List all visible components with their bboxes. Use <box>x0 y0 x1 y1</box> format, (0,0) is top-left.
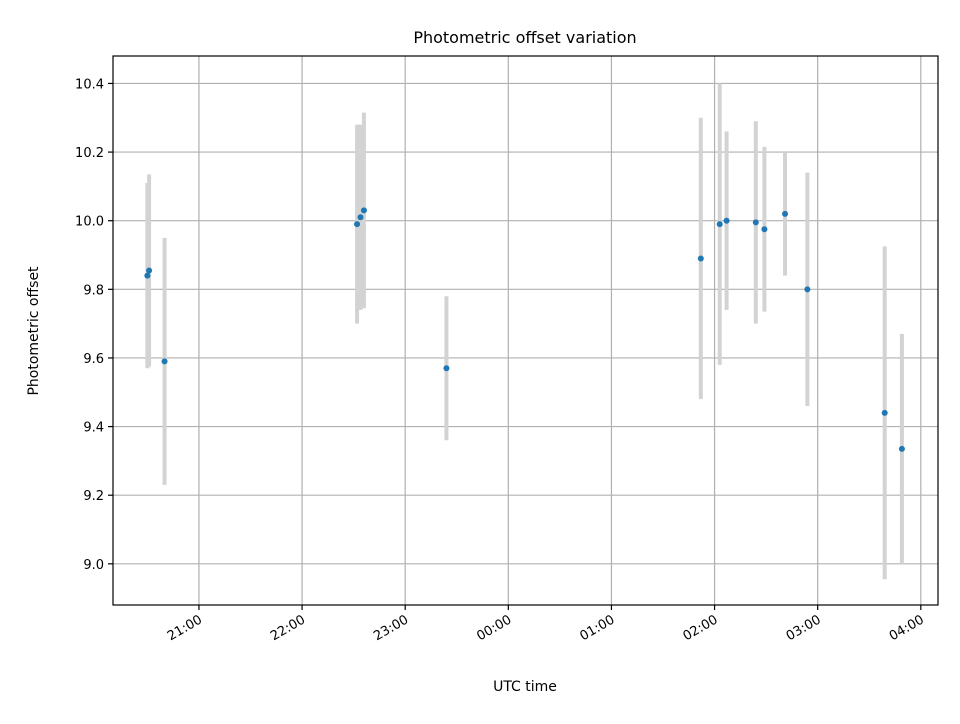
y-tick-label: 10.0 <box>75 215 104 230</box>
data-point <box>443 365 450 372</box>
chart-title: Photometric offset variation <box>413 28 636 47</box>
data-point <box>354 221 361 228</box>
y-tick-label: 10.4 <box>75 77 104 92</box>
x-tick-label: 21:00 <box>165 612 205 644</box>
plot-frame <box>112 55 939 606</box>
data-point <box>144 272 151 279</box>
point-layer <box>144 207 905 452</box>
data-point <box>146 267 153 274</box>
data-point <box>716 221 723 228</box>
y-tick-label: 9.8 <box>83 283 104 298</box>
x-tick-label: 02:00 <box>681 612 721 644</box>
data-point <box>782 210 789 217</box>
errorbar-layer <box>145 83 904 580</box>
x-tick-label: 22:00 <box>268 612 308 644</box>
x-tick-label: 03:00 <box>784 612 824 644</box>
x-tick-label: 00:00 <box>474 612 514 644</box>
x-tick-label: 04:00 <box>887 612 927 644</box>
x-tick-label: 23:00 <box>371 612 411 644</box>
y-axis-label: Photometric offset <box>26 266 42 396</box>
data-point <box>357 214 364 221</box>
data-point <box>898 445 905 452</box>
y-tick-label: 9.6 <box>83 352 104 367</box>
data-point <box>360 207 367 214</box>
y-tick-label: 9.2 <box>83 489 104 504</box>
data-point <box>752 219 759 226</box>
data-point <box>723 217 730 224</box>
x-axis-label: UTC time <box>493 679 557 695</box>
data-point <box>881 409 888 416</box>
data-point <box>761 226 768 233</box>
y-tick-label: 9.0 <box>83 558 104 573</box>
y-tick-label: 10.2 <box>75 146 104 161</box>
data-point <box>161 358 168 365</box>
x-tick-label: 01:00 <box>577 612 617 644</box>
tick-layer: 9.0 9.2 9.4 9.6 9.8 10.0 10.2 10.4 21:00 22:00 23:… <box>75 77 927 644</box>
data-point <box>804 286 811 293</box>
data-point <box>697 255 704 262</box>
y-tick-label: 9.4 <box>83 421 104 436</box>
grid-layer <box>113 56 938 605</box>
